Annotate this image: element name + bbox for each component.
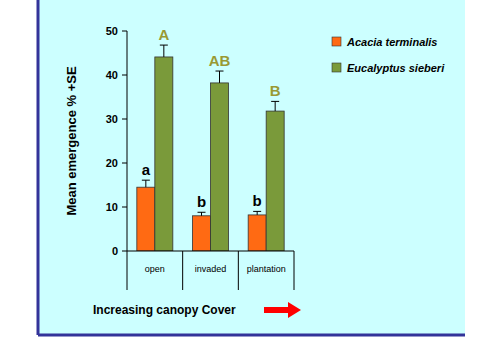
error-stem <box>163 45 164 57</box>
x-tick-label: invaded <box>195 264 227 274</box>
category-separator <box>127 251 128 290</box>
error-cap <box>142 180 150 181</box>
y-tick-label: 10 <box>106 201 118 213</box>
panel-border <box>37 0 40 335</box>
bar <box>248 215 266 251</box>
legend-swatch <box>332 37 341 46</box>
error-stem <box>145 180 146 187</box>
error-bar <box>198 212 206 216</box>
y-tick <box>122 31 127 32</box>
legend-label: Acacia terminalis <box>346 36 438 48</box>
y-tick-label: 0 <box>112 245 118 257</box>
y-tick <box>122 75 127 76</box>
category-separator <box>182 251 183 290</box>
error-cap <box>271 101 279 102</box>
labels: a b b A AB B <box>142 26 281 210</box>
error-stem <box>275 101 276 111</box>
y-tick <box>122 163 127 164</box>
error-bar <box>253 211 261 215</box>
bars <box>137 45 284 251</box>
significance-letter: a <box>142 161 151 178</box>
bar <box>137 187 155 251</box>
error-cap <box>198 212 206 213</box>
significance-letter: b <box>253 192 262 209</box>
legend-swatch <box>332 63 341 72</box>
legend-label: Eucalyptus sieberi <box>347 62 445 74</box>
bar <box>155 57 173 251</box>
category-separator <box>238 251 239 290</box>
y-tick-label: 50 <box>106 25 118 37</box>
significance-letter: b <box>197 193 206 210</box>
y-axis <box>127 31 128 251</box>
error-bar <box>142 180 150 187</box>
y-tick <box>122 119 127 120</box>
chart: 0 10 20 30 40 50 Mean emergence % +SE a b b A AB Bop… <box>0 0 500 354</box>
significance-letter: AB <box>209 52 231 69</box>
x-tick-label: open <box>145 264 165 274</box>
error-cap <box>253 211 261 212</box>
y-tick-label: 40 <box>106 69 118 81</box>
significance-letter: A <box>158 26 169 43</box>
error-stem <box>257 211 258 215</box>
error-stem <box>201 212 202 216</box>
bar <box>266 111 284 251</box>
x-axis-label: Increasing canopy Cover <box>93 303 236 317</box>
x-tick-label: plantation <box>247 264 286 274</box>
bar <box>193 216 211 251</box>
y-tick-label: 30 <box>106 113 118 125</box>
error-bar <box>271 101 279 111</box>
error-cap <box>216 71 224 72</box>
panel-border <box>38 334 465 337</box>
error-bar <box>160 45 168 57</box>
error-bar <box>216 71 224 83</box>
y-axis-label: Mean emergence % +SE <box>64 66 79 216</box>
category-separator <box>294 251 295 290</box>
x-axis <box>127 251 294 252</box>
y-tick <box>122 207 127 208</box>
significance-letter: B <box>270 82 281 99</box>
error-stem <box>219 71 220 83</box>
arrow <box>264 302 301 318</box>
panel <box>38 0 465 335</box>
error-cap <box>160 45 168 46</box>
bar <box>211 83 229 251</box>
y-tick <box>122 251 127 252</box>
y-tick-label: 20 <box>106 157 118 169</box>
